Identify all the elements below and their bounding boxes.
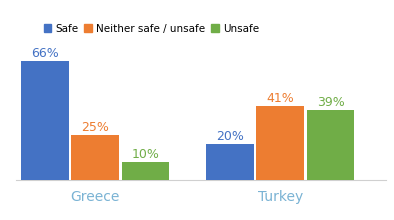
Text: 20%: 20% — [216, 130, 244, 143]
Bar — [307, 110, 354, 180]
Bar — [206, 144, 254, 180]
Bar — [256, 106, 304, 180]
Bar — [122, 162, 169, 180]
Text: 25%: 25% — [81, 121, 109, 134]
Text: 66%: 66% — [31, 47, 59, 60]
Text: 41%: 41% — [266, 92, 294, 105]
Bar — [71, 135, 119, 180]
Text: 39%: 39% — [317, 95, 344, 108]
Text: 10%: 10% — [132, 148, 159, 161]
Legend: Safe, Neither safe / unsafe, Unsafe: Safe, Neither safe / unsafe, Unsafe — [39, 19, 263, 38]
Bar — [21, 61, 69, 180]
